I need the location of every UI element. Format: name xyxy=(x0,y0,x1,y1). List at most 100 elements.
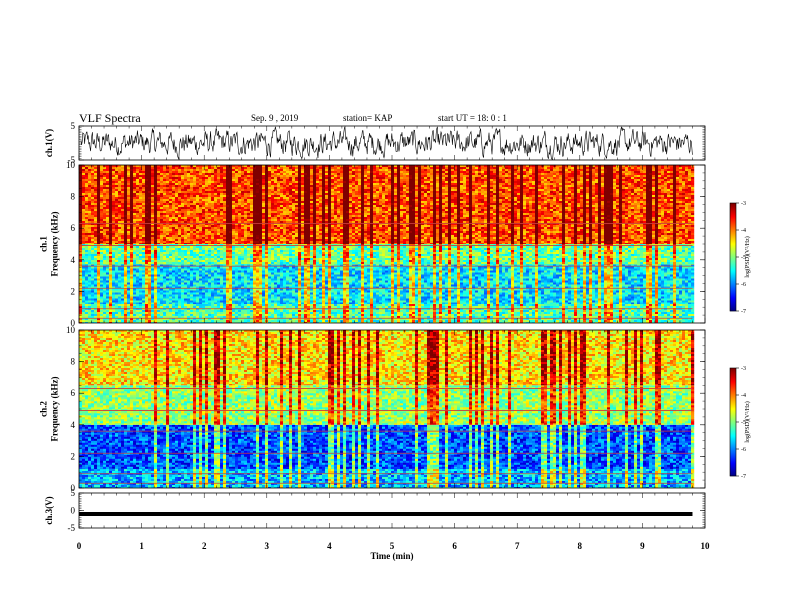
spectrogram-cell xyxy=(442,275,445,277)
spectrogram-cell xyxy=(586,289,589,291)
spectrogram-cell xyxy=(619,273,622,275)
spectrogram-cell xyxy=(604,291,607,293)
spectrogram-cell xyxy=(646,304,649,306)
spectrogram-cell xyxy=(508,269,511,271)
spectrogram-cell xyxy=(190,291,193,293)
spectrogram-cell xyxy=(328,283,331,285)
spectrogram-cell xyxy=(559,277,562,279)
spectrogram-cell xyxy=(277,267,280,269)
spectrogram-cell xyxy=(598,267,601,269)
spectrogram-cell xyxy=(526,269,529,271)
spectrogram-cell xyxy=(220,310,223,312)
spectrogram-cell xyxy=(679,291,682,293)
spectrogram-cell xyxy=(274,275,277,277)
spectrogram-cell xyxy=(373,269,376,271)
spectrogram-cell xyxy=(640,267,643,269)
spectrogram-cell xyxy=(448,320,451,322)
spectrogram-cell xyxy=(538,320,541,322)
spectrogram-cell xyxy=(202,314,205,316)
spectrogram-cell xyxy=(124,312,127,314)
spectrogram-cell xyxy=(316,273,319,275)
spectrogram-cell xyxy=(565,314,568,316)
spectrogram-cell xyxy=(547,310,550,312)
spectrogram-cell xyxy=(412,306,415,308)
spectrogram-cell xyxy=(526,320,529,322)
spectrogram-cell xyxy=(649,279,652,281)
spectrogram-cell xyxy=(355,269,358,271)
spectrogram-cell xyxy=(682,281,685,283)
spectrogram-cell xyxy=(685,283,688,285)
spectrogram-cell xyxy=(643,289,646,291)
spectrogram-cell xyxy=(388,277,391,279)
spectrogram-cell xyxy=(259,314,262,316)
spectrogram-cell xyxy=(115,306,118,308)
spectrogram-cell xyxy=(622,289,625,291)
spectrogram-cell xyxy=(313,304,316,306)
spectrogram-cell xyxy=(676,269,679,271)
spectrogram-cell xyxy=(487,291,490,293)
spectrogram-cell xyxy=(418,279,421,281)
spectrogram-cell xyxy=(643,279,646,281)
spectrogram-cell xyxy=(97,293,100,295)
spectrogram-cell xyxy=(565,271,568,273)
spectrogram-cell xyxy=(100,277,103,279)
spectrogram-cell xyxy=(631,291,634,293)
spectrogram-cell xyxy=(472,314,475,316)
spectrogram-cell xyxy=(460,304,463,306)
spectrogram-cell xyxy=(235,267,238,269)
spectrogram-cell xyxy=(559,306,562,308)
spectrogram-cell xyxy=(457,306,460,308)
spectrogram-cell xyxy=(562,273,565,275)
spectrogram-cell xyxy=(580,312,583,314)
spectrogram-cell xyxy=(190,293,193,295)
spectrogram-cell xyxy=(184,310,187,312)
spectrogram-cell xyxy=(304,314,307,316)
spectrogram-cell xyxy=(121,267,124,269)
spectrogram-cell xyxy=(445,314,448,316)
spectrogram-cell xyxy=(187,312,190,314)
spectrogram-cell xyxy=(658,281,661,283)
spectrogram-cell xyxy=(544,281,547,283)
spectrogram-cell xyxy=(637,291,640,293)
spectrogram-cell xyxy=(568,273,571,275)
spectrogram-cell xyxy=(481,281,484,283)
spectrogram-cell xyxy=(478,269,481,271)
spectrogram-cell xyxy=(331,279,334,281)
spectrogram-cell xyxy=(472,275,475,277)
spectrogram-cell xyxy=(490,320,493,322)
spectrogram-cell xyxy=(502,283,505,285)
spectrogram-cell xyxy=(244,304,247,306)
spectrogram-cell xyxy=(142,289,145,291)
spectrogram-cell xyxy=(370,312,373,314)
spectrogram-cell xyxy=(676,267,679,269)
spectrogram-cell xyxy=(268,281,271,283)
spectrogram-cell xyxy=(244,279,247,281)
spectrogram-cell xyxy=(244,277,247,279)
spectrogram-cell xyxy=(649,277,652,279)
spectrogram-cell xyxy=(340,310,343,312)
spectrogram-cell xyxy=(199,306,202,308)
spectrogram-cell xyxy=(589,271,592,273)
spectrogram-cell xyxy=(325,271,328,273)
spectrogram-cell xyxy=(175,267,178,269)
spectrogram-cell xyxy=(220,281,223,283)
spectrogram-cell xyxy=(316,289,319,291)
spectrogram-cell xyxy=(454,279,457,281)
spectrogram-cell xyxy=(559,312,562,314)
spectrogram-cell xyxy=(511,312,514,314)
spectrogram-cell xyxy=(376,279,379,281)
spectrogram-cell xyxy=(79,289,82,291)
spectrogram-cell xyxy=(79,285,82,287)
spectrogram-cell xyxy=(409,314,412,316)
spectrogram-cell xyxy=(160,320,163,322)
spectrogram-cell xyxy=(454,267,457,269)
spectrogram-cell xyxy=(628,314,631,316)
spectrogram-cell xyxy=(433,312,436,314)
spectrogram-cell xyxy=(271,310,274,312)
spectrogram-cell xyxy=(580,281,583,283)
spectrogram-cell xyxy=(367,275,370,277)
spectrogram-cell xyxy=(535,273,538,275)
spectrogram-cell xyxy=(226,279,229,281)
spectrogram-cell xyxy=(427,285,430,287)
spectrogram-cell xyxy=(445,279,448,281)
